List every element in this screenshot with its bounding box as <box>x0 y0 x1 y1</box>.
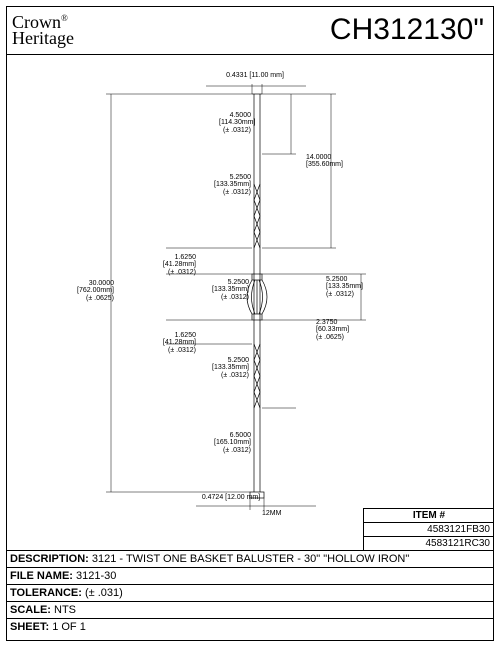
registered-mark: ® <box>61 13 68 23</box>
dim-6-5: 6.5000 [165.10mm] (± .0312) <box>211 432 251 454</box>
title-block-info: DESCRIPTION: 3121 - TWIST ONE BASKET BAL… <box>6 550 494 641</box>
label: SHEET: <box>10 621 49 633</box>
brand-logo: Crown® Heritage <box>6 14 74 46</box>
item-header: ITEM # <box>364 509 494 523</box>
dim-5-25d: 5.2500 [133.35mm] (± .0312) <box>209 357 249 379</box>
info-filename: FILE NAME: 3121-30 <box>6 568 494 585</box>
item-row: 4583121RC30 <box>364 537 494 550</box>
value: 3121 - TWIST ONE BASKET BALUSTER - 30" "… <box>92 553 409 565</box>
dim-1-625a: 1.6250 [41.28mm] (± .0312) <box>156 254 196 276</box>
info-tolerance: TOLERANCE: (± .031) <box>6 585 494 602</box>
brand-line2: Heritage <box>12 28 74 48</box>
label: SCALE: <box>10 604 51 616</box>
item-number-table: ITEM # 4583121FB30 4583121RC30 <box>363 508 494 551</box>
label: DESCRIPTION: <box>10 553 89 565</box>
dim-top-width: 0.4331 [11.00 mm] <box>200 72 310 79</box>
info-scale: SCALE: NTS <box>6 602 494 619</box>
dim-5-25b: 5.2500 [133.35mm] (± .0312) <box>209 279 249 301</box>
dim-5-25c: 5.2500 [133.35mm] (± .0312) <box>326 276 363 298</box>
info-description: DESCRIPTION: 3121 - TWIST ONE BASKET BAL… <box>6 551 494 568</box>
value: (± .031) <box>85 587 123 599</box>
dim-5-25a: 5.2500 [133.35mm] (± .0312) <box>211 174 251 196</box>
title-block-header: Crown® Heritage CH312130" <box>6 6 494 55</box>
item-row: 4583121FB30 <box>364 523 494 537</box>
label: FILE NAME: <box>10 570 73 582</box>
dim-4-5: 4.5000 [114.30mm] (± .0312) <box>219 112 251 134</box>
dim-bot-width: 0.4724 [12.00 mm] <box>176 494 286 501</box>
drawing-viewport: 0.4331 [11.00 mm] 0.4724 [12.00 mm] 30.0… <box>6 54 494 551</box>
label: TOLERANCE: <box>10 587 82 599</box>
part-number: CH312130" <box>74 13 494 47</box>
info-sheet: SHEET: 1 OF 1 <box>6 619 494 635</box>
dim-2-375: 2.3750 [60.33mm] (± .0625) <box>316 319 349 341</box>
dim-14: 14.0000 [355.60mm] <box>306 154 343 169</box>
drawing-sheet: Crown® Heritage CH312130" <box>0 0 500 647</box>
value: 3121-30 <box>76 570 116 582</box>
value: NTS <box>54 604 76 616</box>
dim-1-625b: 1.6250 [41.28mm] (± .0312) <box>156 332 196 354</box>
dim-overall: 30.0000 [762.00mm] (± .0625) <box>74 280 114 302</box>
dim-foot: 12MM <box>262 510 281 517</box>
value: 1 OF 1 <box>52 621 86 633</box>
